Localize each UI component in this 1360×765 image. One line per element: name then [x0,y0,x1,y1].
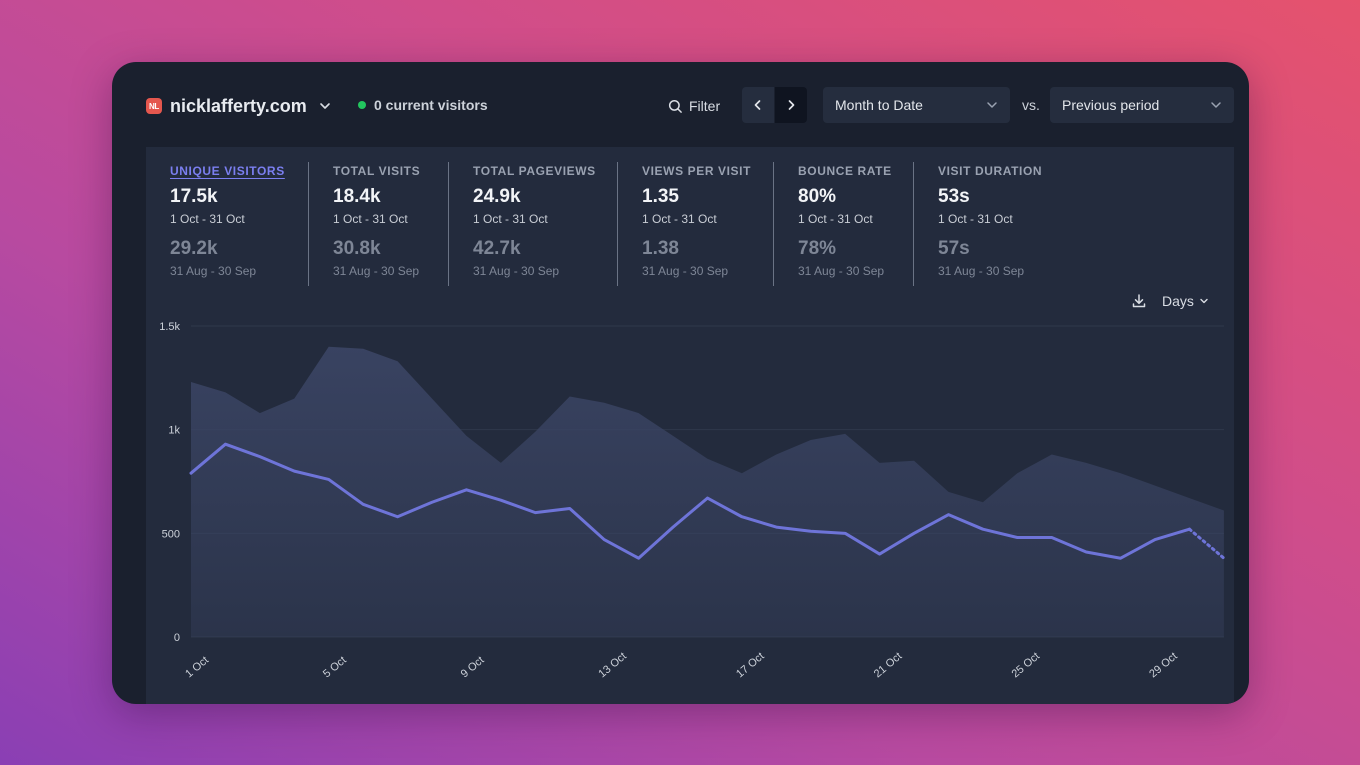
metric-previous-range: 31 Aug - 30 Sep [938,264,1025,278]
next-period-button[interactable] [775,87,807,123]
stats-panel: UNIQUE VISITORS 17.5k 1 Oct - 31 Oct 29.… [146,147,1234,704]
unique-visitors-line [189,442,1191,560]
metric-previous-value: 42.7k [473,238,521,259]
x-axis-tick-label: 25 Oct [1010,650,1043,680]
chevron-down-icon[interactable] [319,100,331,112]
metric-value: 17.5k [170,186,218,207]
metric-value: 18.4k [333,186,381,207]
previous-period-button[interactable] [742,87,775,123]
metric-range: 1 Oct - 31 Oct [473,212,548,226]
chevron-left-icon [754,100,761,110]
metric-value: 1.35 [642,186,679,207]
dashboard-window: NL nicklafferty.com 0 current visitors F… [112,62,1249,704]
metric-views-per-visit[interactable]: VIEWS PER VISIT 1.35 1 Oct - 31 Oct 1.38… [617,162,773,286]
filter-label: Filter [689,98,721,114]
comparison-area-series [191,346,1224,637]
site-name[interactable]: nicklafferty.com [170,95,307,116]
x-axis-tick-label: 21 Oct [872,650,905,680]
metric-previous-range: 31 Aug - 30 Sep [170,264,257,278]
metric-previous-value: 29.2k [170,238,218,259]
metric-bounce-rate[interactable]: BOUNCE RATE 80% 1 Oct - 31 Oct 78% 31 Au… [773,162,913,286]
vs-label: vs. [1022,97,1040,113]
period-navigation [742,87,807,123]
metric-label[interactable]: TOTAL VISITS [333,164,421,178]
filter-button[interactable]: Filter [668,95,720,117]
metric-total-visits[interactable]: TOTAL VISITS 18.4k 1 Oct - 31 Oct 30.8k … [308,162,448,286]
metric-range: 1 Oct - 31 Oct [333,212,408,226]
metric-value: 53s [938,186,970,207]
x-axis-tick-label: 13 Oct [596,650,629,680]
y-axis-tick-label: 0 [174,632,180,644]
y-axis-tick-label: 500 [162,528,180,540]
metric-previous-value: 78% [798,238,837,259]
metric-range: 1 Oct - 31 Oct [938,212,1013,226]
metric-previous-value: 30.8k [333,238,381,259]
site-switcher[interactable]: NL nicklafferty.com [146,95,331,117]
visitors-chart[interactable]: 0 500 1k 1.5k 1 Oct 5 Oct 9 Oct 13 Oct 17 Oct 21 … [146,147,1234,704]
period-select-value: Month to Date [835,97,923,113]
chevron-down-icon [1211,102,1221,108]
interval-select-value: Days [1162,293,1194,309]
y-axis-tick-label: 1k [168,425,180,437]
y-axis-tick-label: 1.5k [159,321,180,333]
interval-select[interactable]: Days [1162,293,1209,309]
chart-toolbar: Days [1131,291,1209,311]
metric-label[interactable]: VIEWS PER VISIT [642,164,752,178]
search-icon [668,99,682,113]
metric-previous-value: 1.38 [642,238,679,259]
download-icon[interactable] [1131,293,1147,309]
x-axis-tick-label: 5 Oct [321,654,349,680]
metric-label[interactable]: BOUNCE RATE [798,164,892,178]
metric-unique-visitors[interactable]: UNIQUE VISITORS 17.5k 1 Oct - 31 Oct 29.… [170,162,290,286]
x-axis-tick-label: 17 Oct [734,650,767,680]
metric-value: 80% [798,186,837,207]
chevron-down-icon [987,102,997,108]
current-visitors[interactable]: 0 current visitors [358,97,488,113]
metric-previous-value: 57s [938,238,970,259]
metric-range: 1 Oct - 31 Oct [170,212,245,226]
metric-previous-range: 31 Aug - 30 Sep [333,264,420,278]
metric-visit-duration[interactable]: VISIT DURATION 53s 1 Oct - 31 Oct 57s 31… [913,162,1064,286]
current-visitors-label: 0 current visitors [374,97,488,113]
metric-value: 24.9k [473,186,521,207]
x-axis-tick-label: 9 Oct [459,654,487,680]
period-select[interactable]: Month to Date [823,87,1010,123]
metric-label[interactable]: TOTAL PAGEVIEWS [473,164,596,178]
x-axis-tick-label: 29 Oct [1147,650,1180,680]
unique-visitors-incomplete-line [1187,527,1226,560]
metric-range: 1 Oct - 31 Oct [798,212,873,226]
live-dot-icon [358,101,366,109]
metric-range: 1 Oct - 31 Oct [642,212,717,226]
metric-label[interactable]: VISIT DURATION [938,164,1043,178]
site-favicon: NL [146,98,162,114]
compare-select-value: Previous period [1062,97,1160,113]
metric-total-pageviews[interactable]: TOTAL PAGEVIEWS 24.9k 1 Oct - 31 Oct 42.… [448,162,617,286]
chevron-down-icon [1200,298,1208,304]
metric-previous-range: 31 Aug - 30 Sep [473,264,560,278]
compare-select[interactable]: Previous period [1050,87,1234,123]
metric-previous-range: 31 Aug - 30 Sep [798,264,885,278]
x-axis-tick-label: 1 Oct [183,654,211,680]
chevron-right-icon [788,100,795,110]
metric-previous-range: 31 Aug - 30 Sep [642,264,729,278]
metric-label[interactable]: UNIQUE VISITORS [170,164,285,178]
